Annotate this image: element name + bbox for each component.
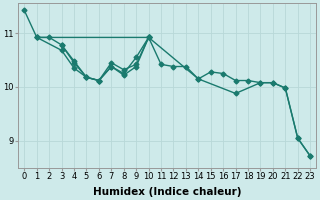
X-axis label: Humidex (Indice chaleur): Humidex (Indice chaleur) [93, 187, 242, 197]
